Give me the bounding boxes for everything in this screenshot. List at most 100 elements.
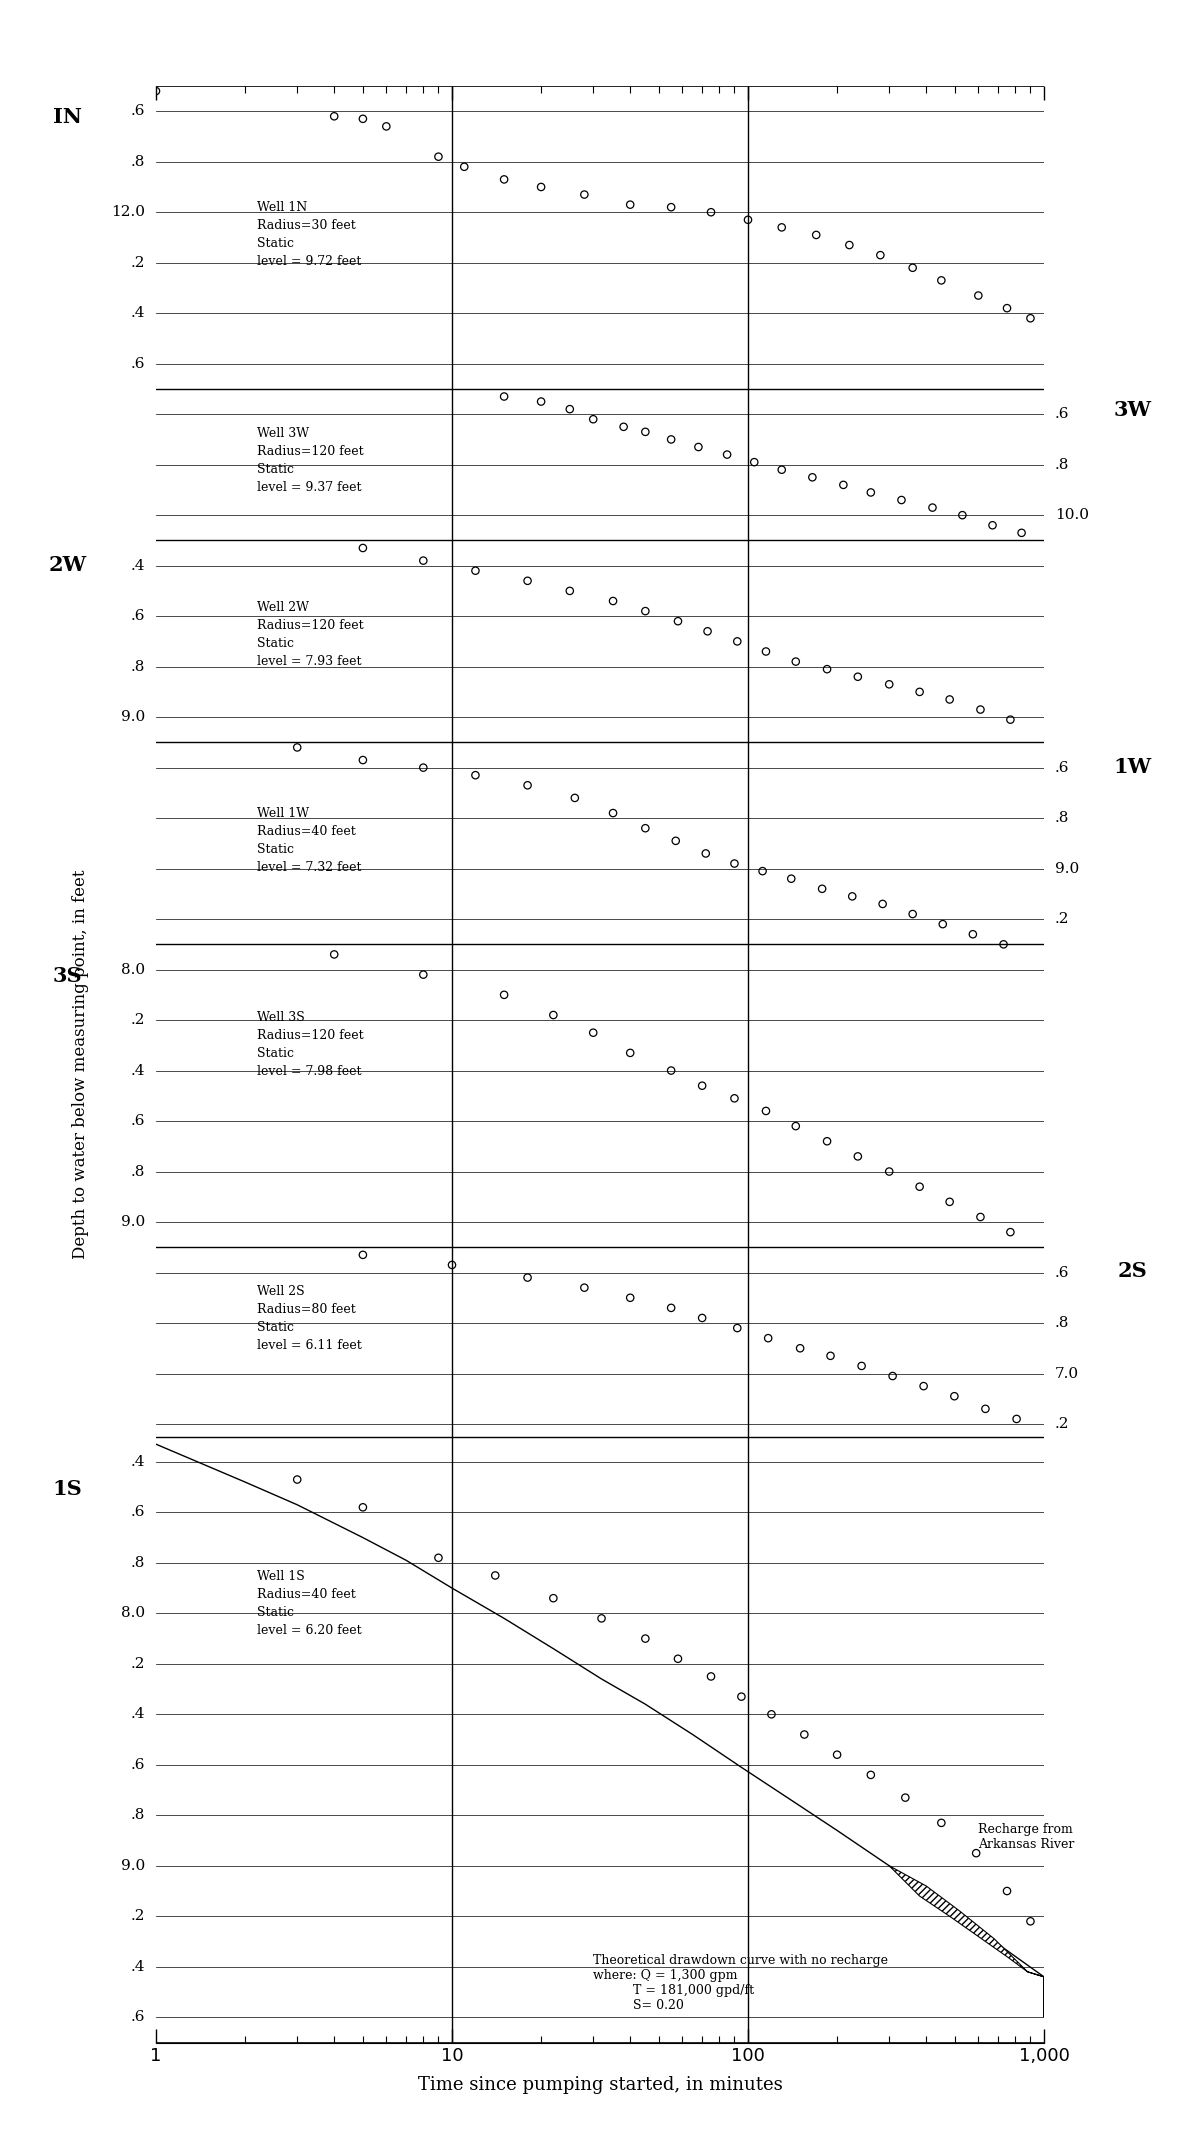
Point	[661, 1054, 680, 1088]
Point	[762, 1696, 781, 1731]
Text: 2S: 2S	[1118, 1260, 1147, 1281]
Point	[940, 682, 959, 716]
Point	[934, 907, 953, 942]
Point	[817, 651, 836, 686]
Point	[414, 544, 433, 578]
Point	[944, 1378, 964, 1413]
Point	[494, 978, 514, 1013]
Point	[494, 161, 514, 196]
Text: .6: .6	[131, 103, 145, 118]
Point	[971, 692, 990, 727]
Point	[772, 452, 791, 486]
Point	[532, 385, 551, 419]
Text: .4: .4	[131, 1456, 145, 1468]
Text: .6: .6	[131, 2010, 145, 2025]
Text: .2: .2	[131, 1658, 145, 1671]
Text: .6: .6	[1055, 1266, 1069, 1279]
Point	[871, 239, 890, 273]
Text: 1S: 1S	[53, 1479, 82, 1499]
Text: .6: .6	[131, 357, 145, 370]
Point	[518, 563, 538, 598]
Point	[620, 187, 640, 221]
Text: 9.0: 9.0	[1055, 862, 1079, 875]
Text: 1W: 1W	[1114, 757, 1152, 776]
Point	[910, 675, 929, 710]
Point	[353, 1238, 372, 1273]
Text: 3W: 3W	[1114, 400, 1152, 419]
Point	[565, 780, 584, 815]
Text: Well 2S
Radius=80 feet
Static
level = 6.11 feet: Well 2S Radius=80 feet Static level = 6.…	[257, 1286, 362, 1352]
Text: .8: .8	[131, 1165, 145, 1178]
Point	[592, 1602, 611, 1636]
Point	[752, 854, 772, 888]
Text: Well 2W
Radius=120 feet
Static
level = 7.93 feet: Well 2W Radius=120 feet Static level = 7…	[257, 602, 364, 669]
Point	[895, 1780, 914, 1815]
Point	[862, 1759, 881, 1793]
Point	[575, 176, 594, 211]
Point	[288, 731, 307, 765]
Point	[636, 1621, 655, 1656]
Text: .6: .6	[1055, 406, 1069, 421]
Text: 9.0: 9.0	[121, 710, 145, 725]
Point	[997, 1875, 1016, 1909]
Point	[414, 750, 433, 785]
Text: .8: .8	[1055, 811, 1069, 826]
Text: .2: .2	[131, 1909, 145, 1924]
Point	[828, 1737, 847, 1772]
Point	[953, 499, 972, 533]
Point	[666, 823, 685, 858]
Point	[668, 604, 688, 639]
Point	[428, 1542, 448, 1576]
Point	[620, 1036, 640, 1071]
Text: 12.0: 12.0	[112, 204, 145, 219]
Text: Well 1W
Radius=40 feet
Static
level = 7.32 feet: Well 1W Radius=40 feet Static level = 7.…	[257, 806, 362, 875]
Text: .4: .4	[131, 1064, 145, 1077]
Text: 2W: 2W	[48, 555, 86, 574]
Point	[968, 277, 988, 312]
Point	[727, 624, 746, 658]
Point	[661, 189, 680, 224]
Point	[840, 228, 859, 262]
Point	[781, 862, 800, 897]
Point	[604, 585, 623, 619]
Text: .4: .4	[131, 1961, 145, 1974]
Text: .8: .8	[1055, 458, 1069, 471]
Point	[583, 1015, 602, 1049]
Point	[725, 1081, 744, 1116]
Point	[518, 1260, 538, 1294]
Point	[966, 1836, 985, 1870]
Text: .6: .6	[131, 1505, 145, 1520]
Point	[786, 645, 805, 679]
Point	[560, 391, 580, 426]
Point	[842, 879, 862, 914]
Point	[544, 998, 563, 1032]
Point	[692, 1301, 712, 1335]
Text: Well 3W
Radius=120 feet
Static
level = 9.37 feet: Well 3W Radius=120 feet Static level = 9…	[257, 428, 364, 494]
Point	[604, 796, 623, 830]
Point	[1012, 516, 1031, 550]
Point	[353, 101, 372, 135]
Point	[1001, 1215, 1020, 1249]
Text: .6: .6	[1055, 761, 1069, 774]
Point	[883, 1359, 902, 1393]
Point	[971, 1200, 990, 1234]
Point	[848, 1140, 868, 1174]
Text: .2: .2	[1055, 1417, 1069, 1432]
Text: .6: .6	[131, 1759, 145, 1772]
Point	[689, 430, 708, 464]
Point	[940, 1185, 959, 1219]
Point	[428, 140, 448, 174]
Point	[353, 1490, 372, 1524]
Point	[794, 1718, 814, 1752]
Point	[931, 262, 950, 297]
Text: .6: .6	[131, 1114, 145, 1129]
Point	[544, 1580, 563, 1615]
Text: Recharge from
Arkansas River: Recharge from Arkansas River	[978, 1823, 1075, 1851]
Point	[518, 768, 538, 802]
Point	[812, 871, 832, 905]
Text: 9.0: 9.0	[121, 1215, 145, 1230]
Point	[976, 1391, 995, 1425]
Point	[923, 490, 942, 525]
Point	[353, 744, 372, 778]
Point	[803, 460, 822, 494]
